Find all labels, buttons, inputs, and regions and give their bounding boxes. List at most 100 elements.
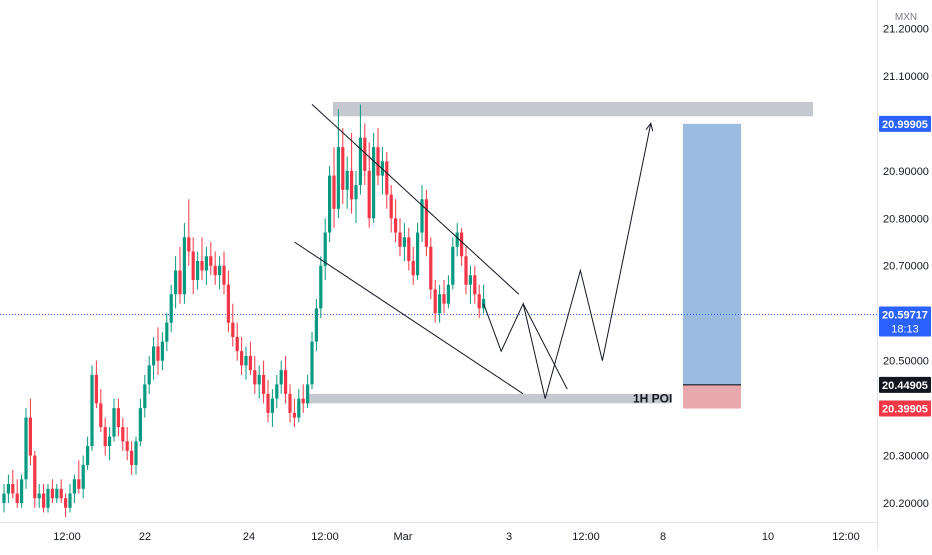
candle bbox=[389, 185, 393, 233]
candle bbox=[125, 427, 129, 461]
price-marker: 20.44905 bbox=[879, 376, 931, 393]
candle bbox=[248, 341, 252, 375]
x-tick-label: 10 bbox=[762, 531, 774, 543]
x-tick-label: 24 bbox=[243, 531, 255, 543]
y-tick-label: 20.20000 bbox=[883, 498, 929, 510]
candle bbox=[438, 284, 442, 323]
candle bbox=[420, 185, 424, 243]
candle bbox=[134, 436, 138, 475]
candle bbox=[464, 246, 468, 295]
candle bbox=[160, 332, 164, 371]
candle bbox=[297, 389, 301, 423]
candle bbox=[77, 460, 81, 494]
poi-label: 1H POI bbox=[633, 392, 672, 406]
candle bbox=[15, 479, 19, 508]
x-tick-label: Mar bbox=[394, 531, 413, 543]
candle bbox=[196, 251, 200, 290]
candle bbox=[341, 128, 345, 205]
candle bbox=[262, 360, 266, 404]
candle bbox=[108, 427, 112, 461]
x-tick-label: 12:00 bbox=[832, 531, 860, 543]
candle bbox=[37, 484, 41, 508]
candle bbox=[407, 227, 411, 271]
x-tick-label: 12:00 bbox=[53, 531, 81, 543]
candle bbox=[279, 360, 283, 394]
candle bbox=[116, 398, 120, 437]
candle bbox=[424, 189, 428, 257]
zone-1h-poi[interactable] bbox=[308, 393, 670, 404]
price-marker: 20.59717 18:13 bbox=[879, 306, 931, 337]
candle bbox=[301, 384, 305, 413]
candle bbox=[226, 270, 230, 333]
candle bbox=[50, 479, 54, 504]
candle bbox=[156, 327, 160, 375]
price-marker-countdown: 18:13 bbox=[891, 324, 919, 336]
candle bbox=[310, 332, 314, 390]
candle bbox=[218, 256, 222, 290]
candle bbox=[42, 484, 46, 513]
candle bbox=[451, 237, 455, 290]
x-tick-label: 8 bbox=[660, 531, 666, 543]
candle bbox=[482, 284, 486, 314]
candle bbox=[363, 123, 367, 186]
projection-path[interactable] bbox=[522, 303, 568, 390]
candle bbox=[81, 455, 85, 499]
candle bbox=[468, 265, 472, 304]
candle bbox=[266, 379, 270, 423]
candle bbox=[288, 384, 292, 423]
candle bbox=[222, 251, 226, 295]
candle bbox=[209, 242, 213, 276]
candle bbox=[182, 223, 186, 304]
price-marker-label: 20.99905 bbox=[882, 119, 928, 131]
candle bbox=[165, 313, 169, 352]
candle bbox=[460, 227, 464, 266]
candle bbox=[385, 151, 389, 209]
candle bbox=[6, 474, 10, 504]
candle bbox=[442, 279, 446, 314]
candle bbox=[372, 132, 376, 224]
candle bbox=[367, 142, 371, 228]
candle bbox=[398, 218, 402, 257]
trendline[interactable] bbox=[294, 241, 524, 395]
candle bbox=[20, 474, 24, 508]
x-tick-label: 3 bbox=[506, 531, 512, 543]
y-tick-label: 21.10000 bbox=[883, 71, 929, 83]
candle bbox=[328, 166, 332, 243]
candle bbox=[429, 237, 433, 299]
price-marker: 20.39905 bbox=[879, 400, 931, 417]
candle bbox=[64, 493, 68, 518]
trendline[interactable] bbox=[311, 104, 520, 295]
projection-path[interactable] bbox=[483, 123, 652, 399]
candle bbox=[121, 417, 125, 451]
candle bbox=[319, 256, 323, 318]
candle bbox=[99, 389, 103, 432]
candle bbox=[284, 355, 288, 404]
candle bbox=[147, 355, 151, 394]
candle bbox=[332, 147, 336, 228]
position-stop-zone[interactable] bbox=[683, 384, 741, 409]
candle bbox=[433, 279, 437, 323]
candle bbox=[33, 450, 37, 508]
candle bbox=[275, 374, 279, 409]
candle bbox=[24, 408, 28, 489]
candle bbox=[213, 251, 217, 285]
candle bbox=[143, 374, 147, 418]
candle bbox=[244, 346, 248, 380]
candle bbox=[345, 156, 349, 209]
candle bbox=[130, 441, 134, 475]
candle bbox=[455, 223, 459, 257]
price-marker-label: 20.44905 bbox=[882, 380, 928, 392]
candle bbox=[394, 199, 398, 243]
zone-supply[interactable] bbox=[333, 102, 813, 117]
price-marker-label: 20.39905 bbox=[882, 404, 928, 416]
candle bbox=[2, 484, 6, 513]
candle bbox=[187, 199, 191, 266]
candle bbox=[68, 484, 72, 513]
position-target-zone[interactable] bbox=[683, 123, 741, 385]
candle bbox=[402, 223, 406, 261]
price-axis-background bbox=[878, 0, 932, 550]
y-tick-label: 20.30000 bbox=[883, 451, 929, 463]
candle bbox=[152, 336, 156, 380]
